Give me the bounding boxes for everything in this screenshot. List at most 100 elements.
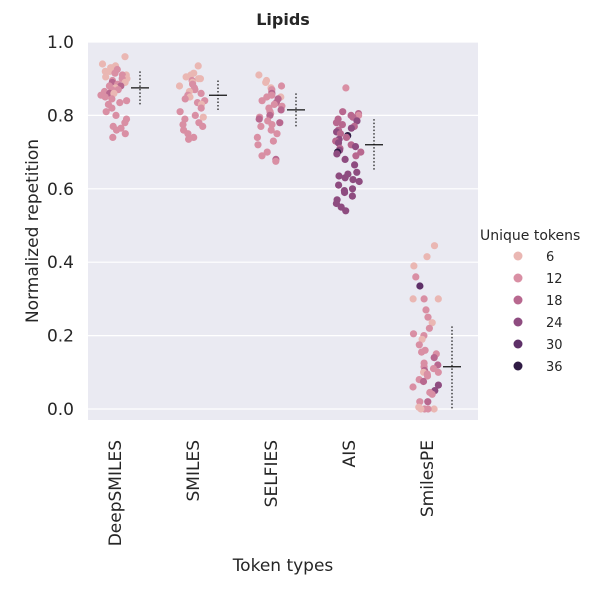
data-point [258, 152, 266, 160]
data-point [347, 124, 355, 132]
data-point [267, 126, 275, 134]
data-point [109, 133, 117, 141]
legend-label: 24 [546, 316, 563, 331]
data-point [434, 295, 442, 303]
data-point [269, 137, 277, 145]
data-point [430, 354, 438, 362]
data-point [110, 89, 118, 97]
y-tick-label: 0.8 [47, 106, 74, 126]
y-tick-label: 1.0 [47, 33, 74, 53]
data-point [185, 135, 193, 143]
data-point [409, 383, 417, 391]
y-axis-label: Normalized repetition [23, 139, 43, 323]
data-point [123, 97, 131, 105]
data-points [97, 53, 442, 413]
data-point [277, 82, 286, 90]
data-point [257, 122, 265, 130]
y-tick-labels: 0.0 0.2 0.4 0.6 0.8 1.0 [47, 33, 74, 420]
data-point [342, 84, 350, 92]
data-point [258, 97, 266, 105]
data-point [416, 282, 424, 290]
data-point [428, 390, 436, 398]
y-tick-label: 0.4 [47, 253, 74, 273]
data-point [417, 405, 425, 413]
data-point [270, 100, 278, 108]
data-point [176, 108, 184, 116]
y-tick-label: 0.6 [47, 180, 74, 200]
data-point [102, 108, 110, 116]
data-point [355, 111, 363, 119]
data-point [255, 71, 263, 79]
data-point [353, 168, 361, 176]
x-tick-label: SELFIES [262, 440, 282, 507]
data-point [266, 111, 274, 119]
data-point [353, 117, 361, 125]
x-tick-label: DeepSMILES [106, 440, 126, 546]
data-point [342, 133, 351, 141]
data-point [112, 111, 120, 119]
data-point [341, 155, 349, 163]
x-tick-label: SmilesPE [418, 440, 438, 517]
chart-title: Lipids [256, 10, 310, 29]
data-point [102, 73, 110, 81]
legend-marker [513, 317, 523, 327]
data-point [191, 111, 199, 119]
data-point [263, 148, 271, 156]
data-point [181, 95, 189, 103]
data-point [333, 150, 341, 158]
gridlines [88, 41, 478, 410]
data-point [352, 152, 360, 160]
data-point [419, 377, 428, 386]
data-point [418, 335, 426, 343]
y-tick-label: 0.2 [47, 327, 74, 347]
data-point [434, 381, 442, 389]
data-point [254, 141, 262, 149]
data-point [349, 176, 357, 184]
data-point [409, 295, 417, 303]
data-point [415, 341, 423, 349]
data-point [339, 108, 347, 116]
data-point [182, 73, 190, 81]
data-point [416, 398, 424, 406]
data-point [116, 99, 124, 107]
legend: Unique tokens 6 12 18 24 30 36 [480, 228, 580, 375]
data-point [184, 130, 192, 138]
data-point [410, 262, 418, 270]
data-point [430, 405, 438, 413]
data-point [336, 130, 344, 138]
data-point [424, 398, 432, 406]
data-point [121, 130, 129, 138]
data-point [194, 62, 202, 70]
data-point [121, 119, 129, 127]
data-point [262, 78, 270, 86]
data-point [98, 60, 107, 68]
data-point [420, 295, 428, 303]
data-point [197, 104, 205, 112]
data-point [276, 119, 284, 127]
data-point [106, 67, 114, 75]
legend-marker [513, 251, 523, 261]
data-point [111, 69, 119, 77]
data-point [424, 313, 432, 321]
legend-label: 6 [546, 250, 554, 265]
data-point [108, 95, 116, 103]
data-point [255, 115, 263, 123]
data-point [335, 172, 343, 180]
legend-label: 30 [546, 338, 563, 353]
data-point [112, 126, 121, 134]
data-point [348, 185, 357, 193]
data-point [412, 273, 420, 281]
x-axis-label: Token types [232, 556, 334, 576]
data-point [423, 372, 432, 380]
data-point [422, 306, 430, 314]
data-point [338, 121, 346, 129]
data-point [191, 86, 199, 94]
y-tick-label: 0.0 [47, 400, 74, 420]
x-tick-labels: DeepSMILES SMILES SELFIES AIS SmilesPE [106, 440, 438, 546]
data-point [355, 177, 363, 186]
data-point [108, 104, 116, 112]
data-point [181, 115, 189, 123]
legend-title: Unique tokens [480, 228, 580, 244]
data-point [348, 192, 356, 200]
